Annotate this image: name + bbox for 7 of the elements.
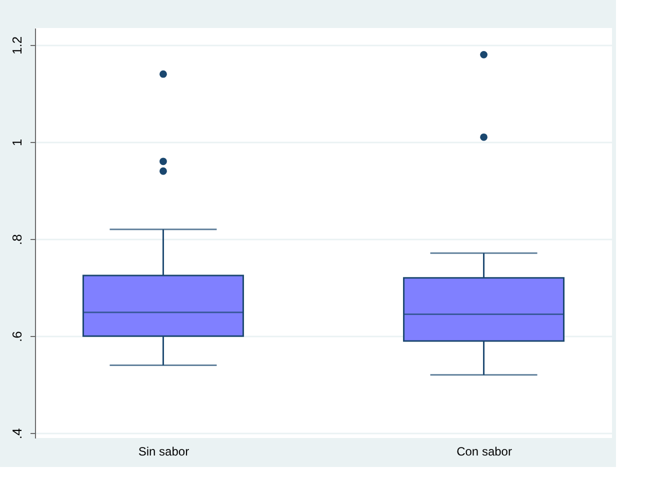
x-tick-label: Sin sabor xyxy=(138,444,190,458)
x-tick-label: Con sabor xyxy=(456,444,512,458)
y-tick-label: 1.2 xyxy=(10,36,24,55)
y-tick-label: .8 xyxy=(10,234,24,245)
y-tick-label: 1 xyxy=(10,138,24,146)
y-tick-label: .4 xyxy=(10,428,24,440)
y-tick-label: .6 xyxy=(10,331,24,342)
